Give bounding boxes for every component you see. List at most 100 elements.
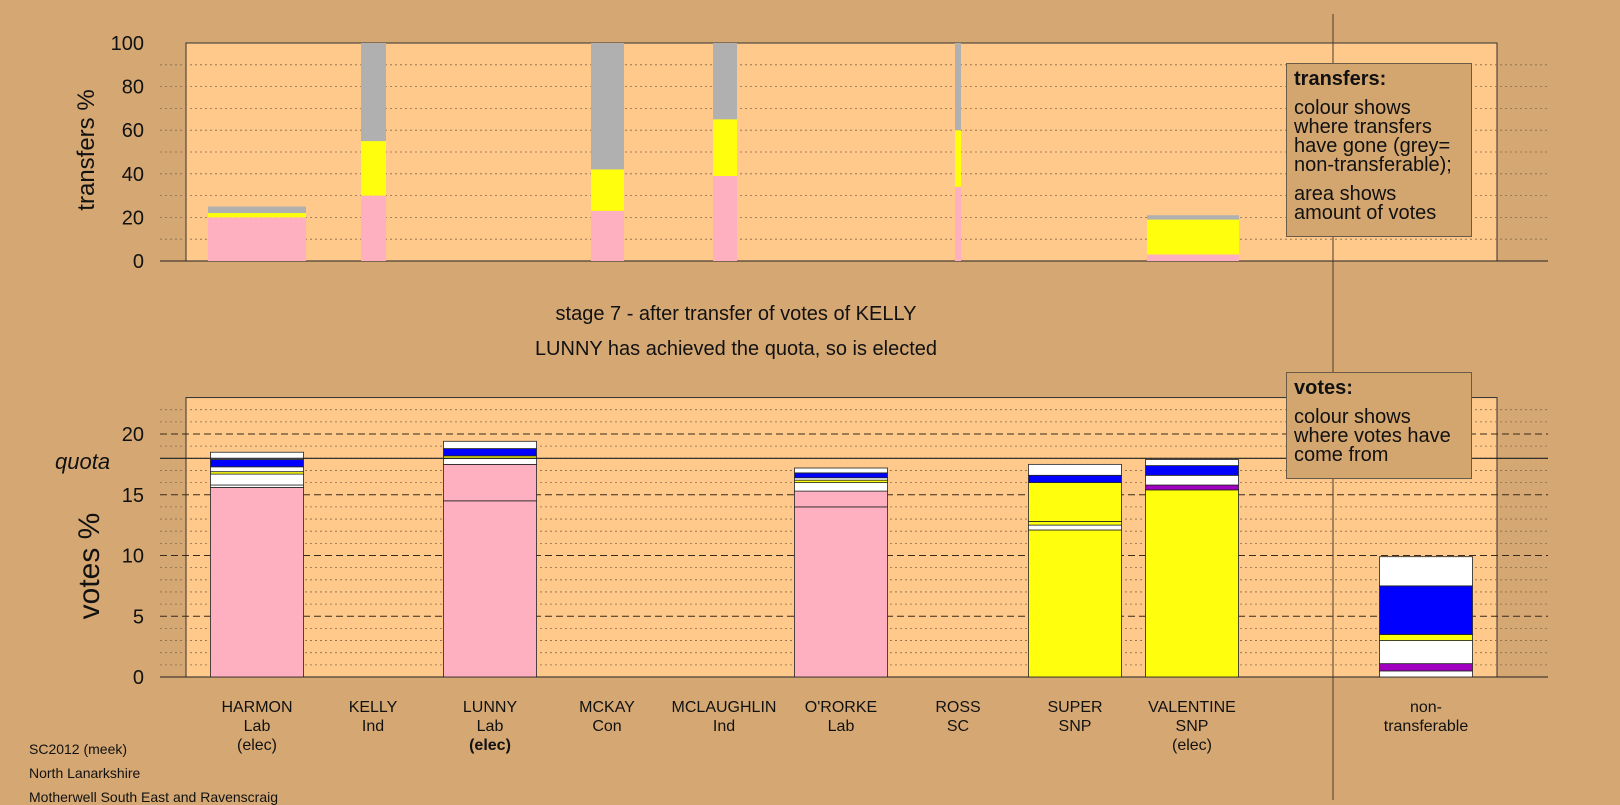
- vote-segment-con: [1379, 585, 1473, 635]
- transfer-segment-lab: [955, 186, 961, 261]
- votes-legend-box: votes: colour shows where votes have com…: [1286, 372, 1472, 479]
- transfer-segment-snp: [713, 119, 737, 176]
- footer-method: SC2012 (meek): [29, 741, 128, 757]
- quota-label: quota: [55, 449, 110, 474]
- transfer-segment-nontransferable: [955, 43, 961, 131]
- transfer-bar-valentine: [1147, 215, 1239, 261]
- transfer-segment-nontransferable: [591, 43, 624, 170]
- stage-title: stage 7 - after transfer of votes of KEL…: [555, 303, 917, 325]
- candidate-name-label: O'RORKE: [805, 699, 877, 716]
- footer-council: North Lanarkshire: [29, 765, 141, 781]
- vote-segment-ind: [443, 457, 537, 465]
- vote-segment-con: [794, 472, 888, 479]
- vote-segment-ind: [1028, 524, 1122, 531]
- transfers-legend-box: transfers: colour shows where transfers …: [1286, 63, 1472, 237]
- candidate-party-label: Lab: [244, 718, 271, 735]
- candidate-name-label: ROSS: [935, 699, 980, 716]
- vote-bar-harmon: [210, 451, 304, 678]
- transfers-chart: 0 20 40 60 80 100: [111, 33, 1548, 273]
- candidate-status-label: (elec): [1172, 737, 1212, 754]
- votes-legend-text: colour shows where votes have come from: [1294, 406, 1451, 466]
- vote-segment-snp: [1379, 634, 1473, 641]
- candidate-name-label: MCKAY: [579, 699, 635, 716]
- candidate-status-label: (elec): [237, 737, 277, 754]
- vote-segment-ind: [210, 451, 304, 460]
- footer-ward: Motherwell South East and Ravenscraig: [29, 789, 279, 805]
- transfer-segment-lab: [361, 195, 386, 261]
- votes-y-tick-label: 15: [122, 485, 144, 507]
- upper-y-axis-label: transfers %: [73, 89, 100, 210]
- vote-segment-ind: [794, 482, 888, 492]
- vote-segment-con: [1145, 465, 1239, 476]
- transfers-y-tick-label: 0: [133, 251, 144, 273]
- candidate-party-label: SNP: [1059, 718, 1092, 735]
- vote-segment-lab: [443, 500, 537, 678]
- votes-y-tick-label: 10: [122, 546, 144, 568]
- vote-segment-snp: [1028, 482, 1122, 522]
- vote-segment-snp: [1028, 521, 1122, 526]
- transfers-y-tick-label: 80: [122, 77, 144, 99]
- candidate-party-label: Lab: [477, 718, 504, 735]
- vote-segment-con: [1028, 474, 1122, 483]
- transfer-bar-harmon: [208, 206, 306, 261]
- vote-segment-lab: [210, 487, 304, 678]
- transfer-segment-nontransferable: [1147, 215, 1239, 220]
- transfer-segment-nontransferable: [713, 43, 737, 120]
- vote-segment-snp: [1145, 489, 1239, 678]
- transfer-bar-mclaughlin: [713, 43, 737, 261]
- candidate-name-label: KELLY: [349, 699, 398, 716]
- vote-segment-lab: [794, 490, 888, 508]
- transfer-segment-lab: [713, 175, 737, 261]
- vote-segment-ind: [210, 466, 304, 473]
- stage-subtitle: LUNNY has achieved the quota, so is elec…: [534, 338, 938, 360]
- candidate-name-label: LUNNY: [463, 699, 518, 716]
- vote-segment-ind: [1379, 670, 1473, 678]
- transfer-segment-lab: [1147, 254, 1239, 261]
- transfer-segment-snp: [208, 213, 306, 218]
- transfer-segment-snp: [1147, 219, 1239, 255]
- vote-segment-ind: [1145, 474, 1239, 486]
- vote-segment-ind: [1379, 556, 1473, 587]
- candidate-party-label: SNP: [1176, 718, 1209, 735]
- transfers-y-tick-label: 20: [122, 207, 144, 229]
- transfers-y-tick-label: 40: [122, 164, 144, 186]
- votes-y-tick-label: 5: [133, 606, 144, 628]
- transfers-y-tick-label: 60: [122, 120, 144, 142]
- lower-y-axis-label: votes %: [73, 513, 106, 620]
- transfer-segment-snp: [591, 169, 624, 211]
- transfers-y-tick-label: 100: [111, 33, 144, 55]
- candidate-name-label: VALENTINE: [1148, 699, 1236, 716]
- vote-segment-ind: [1145, 459, 1239, 466]
- vote-bar-super: [1028, 463, 1122, 678]
- vote-bar-valentine: [1145, 459, 1239, 678]
- transfers-legend-area-text: area shows amount of votes: [1294, 183, 1437, 224]
- candidate-name-label: MCLAUGHLIN: [672, 699, 777, 716]
- transfers-legend-text: colour shows where transfers have gone (…: [1294, 97, 1452, 176]
- vote-bar-o-rorke: [794, 467, 888, 678]
- transfer-segment-nontransferable: [208, 206, 306, 214]
- transfer-bar-ross: [955, 43, 961, 261]
- vote-segment-ind: [1028, 463, 1122, 476]
- transfer-segment-snp: [361, 141, 386, 196]
- transfer-bar-mckay: [591, 43, 624, 261]
- candidate-party-label: Con: [592, 718, 621, 735]
- transfer-bar-kelly: [361, 43, 386, 261]
- candidate-name-label: non-: [1410, 699, 1442, 716]
- transfer-segment-lab: [208, 217, 306, 261]
- vote-segment-ind: [443, 440, 537, 449]
- candidate-name-label: SUPER: [1047, 699, 1102, 716]
- vote-segment-lab: [794, 506, 888, 678]
- transfer-segment-lab: [591, 210, 624, 261]
- transfer-segment-snp: [955, 130, 961, 187]
- vote-segment-lab: [443, 463, 537, 502]
- transfer-segment-nontransferable: [361, 43, 386, 142]
- vote-segment-ind: [794, 467, 888, 474]
- votes-legend-heading: votes:: [1294, 377, 1353, 399]
- vote-segment-sc: [1379, 663, 1473, 672]
- votes-y-tick-label: 0: [133, 667, 144, 689]
- vote-segment-con: [443, 448, 537, 457]
- candidate-party-label: Ind: [713, 718, 735, 735]
- candidate-party-label: Lab: [828, 718, 855, 735]
- vote-segment-snp: [1028, 529, 1122, 678]
